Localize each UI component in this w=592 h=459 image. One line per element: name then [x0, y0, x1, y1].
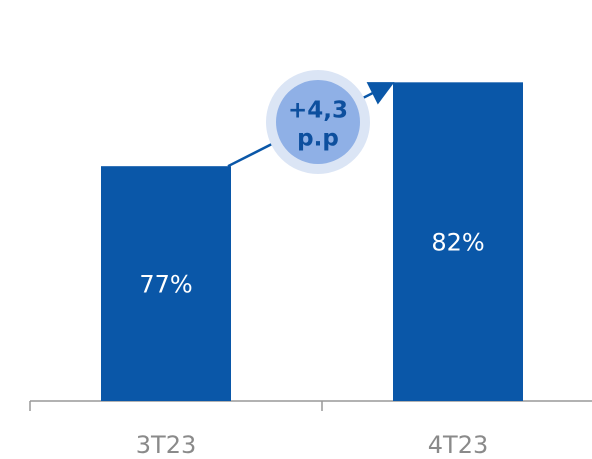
- bar: [393, 82, 523, 402]
- bar: [101, 166, 231, 401]
- bubble: [276, 80, 360, 164]
- value-label: 77%: [139, 271, 192, 299]
- value-label: 82%: [431, 229, 484, 257]
- x-tick-label: 4T23: [428, 431, 488, 459]
- annotation: +4,3: [288, 98, 348, 124]
- x-tick-label: 3T23: [136, 431, 196, 459]
- annotation: p.p: [297, 126, 339, 152]
